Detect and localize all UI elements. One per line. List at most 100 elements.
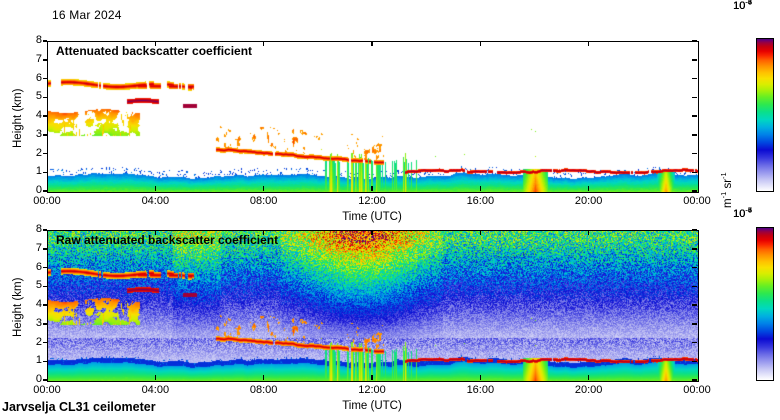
y-tick-attenuated (43, 77, 47, 80)
x-tick-raw (154, 230, 157, 235)
y-tick-right-raw (692, 229, 697, 231)
y-axis-label-raw: Height (km) (12, 277, 24, 337)
y-tick-raw (43, 360, 47, 362)
x-tick-attenuated (371, 41, 373, 46)
y-tick-raw (43, 285, 47, 287)
y-tick-label-raw: 5 (35, 279, 42, 292)
x-tick-attenuated (154, 41, 157, 46)
date-title: 16 Mar 2024 (52, 8, 122, 22)
y-tick-right-raw (692, 379, 697, 381)
y-tick-right-attenuated (692, 40, 697, 42)
x-tick-raw (154, 375, 157, 380)
x-tick-label-attenuated: 12:00 (358, 195, 386, 207)
x-tick-attenuated (262, 186, 265, 191)
y-tick-attenuated (43, 152, 47, 155)
x-tick-raw (262, 230, 265, 235)
y-tick-label-raw: 7 (35, 241, 42, 254)
y-tick-raw (43, 266, 47, 269)
y-tick-right-attenuated (692, 152, 697, 155)
x-tick-label-raw: 08:00 (249, 384, 278, 396)
x-tick-raw (479, 375, 482, 380)
site-caption: Jarvselja CL31 ceilometer (2, 400, 156, 414)
x-tick-attenuated (371, 186, 373, 191)
y-tick-raw (43, 304, 47, 306)
x-tick-label-raw: 04:00 (141, 384, 170, 396)
colorbar-tick-label-attenuated: 10-6 (733, 0, 752, 12)
y-tick-attenuated (43, 115, 47, 117)
y-tick-raw (43, 341, 47, 344)
y-tick-attenuated (43, 59, 47, 61)
x-tick-attenuated (587, 41, 590, 46)
panel-label-attenuated: Attenuated backscatter coefficient (56, 44, 253, 58)
y-tick-raw (43, 323, 47, 325)
plot-area-attenuated[interactable] (47, 41, 699, 193)
y-tick-attenuated (43, 171, 47, 173)
plot-area-raw[interactable] (47, 230, 699, 382)
x-tick-label-raw: 00:00 (683, 384, 711, 396)
y-tick-right-raw (692, 266, 697, 269)
panel-attenuated-backscatter: Attenuated backscatter coefficient 0 1 2 3 4… (12, 0, 774, 223)
x-tick-label-attenuated: 04:00 (141, 195, 170, 207)
y-tick-raw (43, 248, 47, 250)
y-tick-label-raw: 6 (35, 260, 42, 273)
x-tick-label-attenuated: 00:00 (33, 195, 61, 207)
x-tick-label-raw: 00:00 (33, 384, 61, 396)
y-tick-label-attenuated: 8 (35, 34, 42, 46)
x-tick-raw (371, 230, 373, 235)
y-tick-right-attenuated (692, 115, 697, 117)
x-tick-attenuated (587, 186, 590, 191)
x-tick-raw (587, 375, 590, 380)
x-tick-label-attenuated: 16:00 (466, 195, 495, 207)
x-tick-raw (262, 375, 265, 380)
y-tick-right-raw (692, 285, 697, 287)
y-tick-right-raw (692, 360, 697, 362)
x-tick-label-raw: 16:00 (466, 384, 495, 396)
x-axis-label-attenuated: Time (UTC) (342, 211, 402, 223)
x-tick-label-raw: 20:00 (574, 384, 603, 396)
x-tick-attenuated (262, 41, 265, 46)
x-tick-attenuated (479, 41, 482, 46)
y-tick-label-attenuated: 6 (35, 71, 42, 84)
colorbar-raw (756, 227, 774, 381)
colorbar-gradient-attenuated (757, 39, 773, 191)
y-tick-right-raw (692, 341, 697, 344)
y-tick-right-attenuated (692, 190, 697, 192)
x-tick-attenuated (154, 186, 157, 191)
y-tick-label-attenuated: 0 (35, 184, 42, 196)
y-tick-right-raw (692, 323, 697, 325)
y-tick-label-raw: 8 (35, 223, 42, 235)
y-tick-right-attenuated (692, 134, 697, 136)
y-tick-attenuated (43, 190, 47, 192)
x-tick-label-raw: 12:00 (358, 384, 386, 396)
y-tick-attenuated (43, 134, 47, 136)
panel-label-raw: Raw attenuated backscatter coefficient (56, 233, 279, 247)
y-tick-label-raw: 2 (35, 335, 42, 348)
colorbar-tick-label-attenuated: 10-5 (733, 0, 752, 12)
colorbar-tick-label-raw: 10-5 (733, 205, 752, 220)
y-tick-attenuated (43, 96, 47, 98)
colorbar-tick-label-attenuated: 10-4 (733, 0, 752, 12)
y-tick-right-attenuated (692, 96, 697, 98)
colorbar-attenuated (756, 38, 774, 192)
y-tick-label-attenuated: 5 (35, 90, 42, 103)
y-tick-label-attenuated: 7 (35, 52, 42, 65)
x-tick-raw (479, 230, 482, 235)
y-tick-label-attenuated: 2 (35, 146, 42, 159)
y-tick-right-attenuated (692, 171, 697, 173)
x-tick-attenuated (479, 186, 482, 191)
y-tick-label-raw: 0 (35, 373, 42, 385)
x-axis-label-raw: Time (UTC) (342, 400, 402, 412)
y-tick-label-attenuated: 4 (35, 109, 42, 121)
panel-raw-attenuated-backscatter: Raw attenuated backscatter coefficient 0… (0, 172, 780, 420)
x-tick-label-attenuated: 20:00 (574, 195, 603, 207)
y-tick-raw (43, 379, 47, 381)
heatmap-raw (48, 231, 698, 381)
y-tick-right-raw (692, 248, 697, 250)
y-tick-label-attenuated: 3 (35, 127, 42, 140)
y-tick-right-raw (692, 304, 697, 306)
x-tick-label-attenuated: 00:00 (683, 195, 711, 207)
x-tick-raw (371, 375, 373, 380)
y-axis-label-attenuated: Height (km) (12, 88, 24, 148)
heatmap-attenuated (48, 42, 698, 192)
